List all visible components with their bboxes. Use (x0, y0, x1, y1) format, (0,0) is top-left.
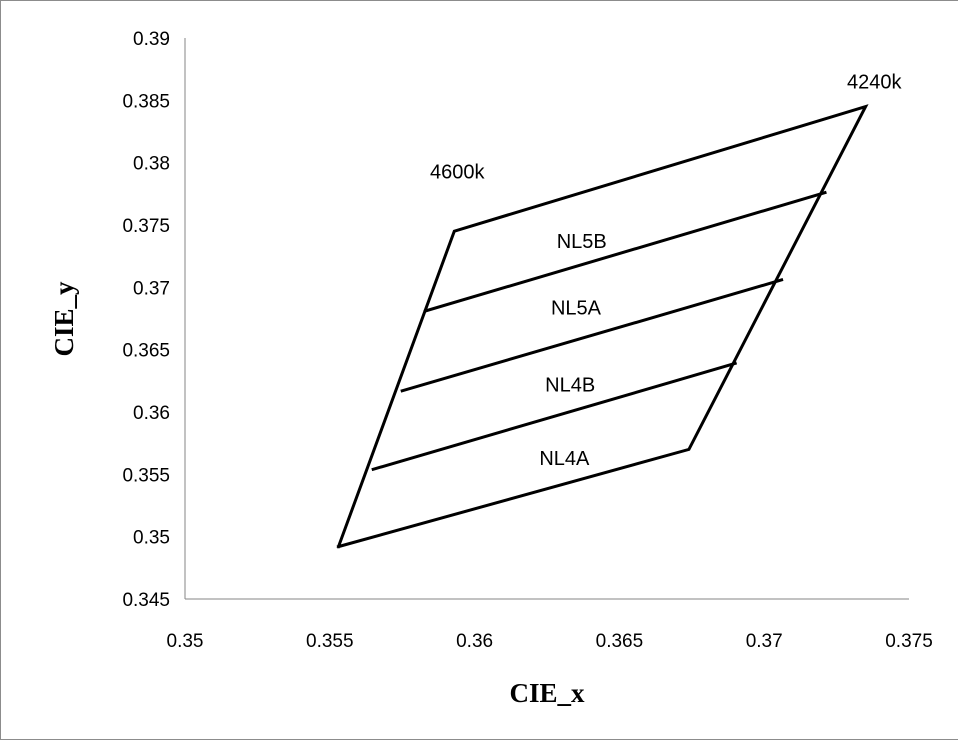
x-tick-labels: 0.35 0.355 0.36 0.365 0.37 0.375 (167, 631, 933, 652)
annotation-layer: 4240k 4600k NL5B NL5A NL4B NL4A (430, 72, 903, 470)
annotation-label: NL4A (539, 448, 590, 470)
y-tick-label: 0.38 (133, 154, 170, 175)
bin-divider-line (423, 190, 827, 313)
y-tick-label: 0.39 (133, 29, 170, 50)
y-tick-label: 0.36 (133, 403, 170, 424)
x-tick-label: 0.36 (456, 631, 493, 652)
x-tick-label: 0.37 (746, 631, 783, 652)
x-tick-label: 0.365 (596, 631, 644, 652)
series-layer (336, 104, 869, 549)
x-axis-title: CIE_x (509, 678, 585, 708)
y-tick-label: 0.35 (133, 528, 170, 549)
bin-outline-line (336, 104, 869, 549)
y-tick-label: 0.375 (122, 216, 170, 237)
y-tick-label: 0.345 (122, 590, 170, 611)
axes (184, 38, 909, 600)
bin-divider-line (371, 361, 738, 472)
y-tick-label: 0.355 (122, 465, 170, 486)
annotation-label: 4240k (847, 72, 902, 94)
y-tick-labels: 0.345 0.35 0.355 0.36 0.365 0.37 0.375 0.38 0.38… (122, 29, 170, 611)
x-tick-label: 0.35 (167, 631, 204, 652)
annotation-label: NL4B (545, 375, 595, 397)
bin-divider-line (400, 278, 784, 393)
y-tick-label: 0.37 (133, 278, 170, 299)
x-tick-label: 0.375 (885, 631, 933, 652)
y-axis-title: CIE_y (49, 281, 79, 357)
y-tick-label: 0.385 (122, 91, 170, 112)
y-tick-label: 0.365 (122, 341, 170, 362)
annotation-label: 4600k (430, 161, 485, 183)
annotation-label: NL5B (557, 231, 607, 253)
x-tick-label: 0.355 (306, 631, 354, 652)
annotation-label: NL5A (551, 297, 602, 319)
